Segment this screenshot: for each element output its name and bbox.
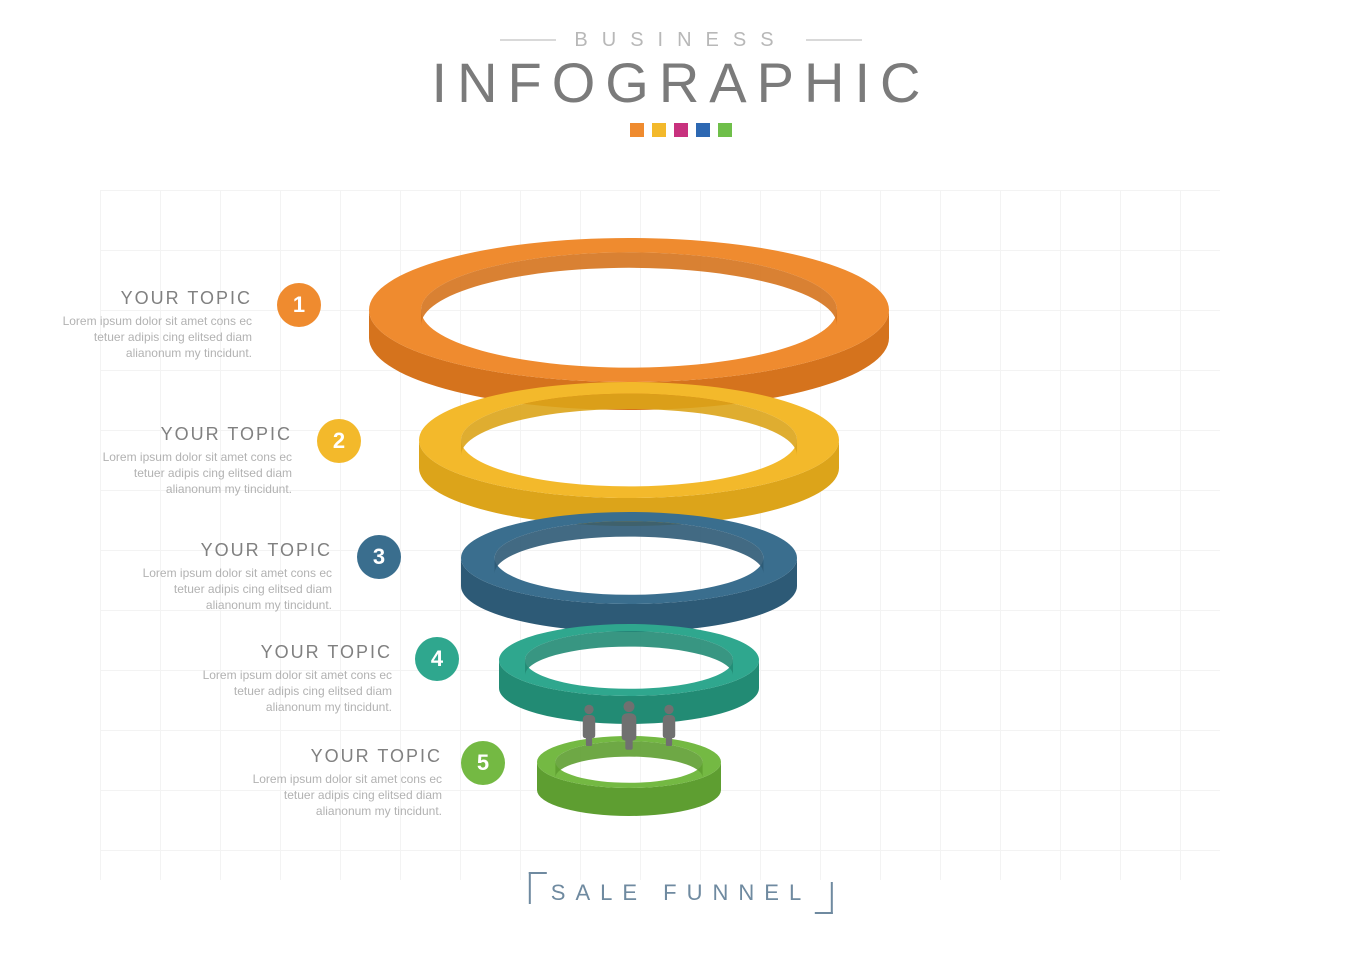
title: INFOGRAPHIC	[0, 50, 1362, 115]
topic-block: YOUR TOPIC Lorem ipsum dolor sit amet co…	[42, 288, 252, 362]
number-badge: 4	[415, 637, 459, 681]
topic-block: YOUR TOPIC Lorem ipsum dolor sit amet co…	[82, 424, 292, 498]
swatch	[652, 123, 666, 137]
topic-title: YOUR TOPIC	[232, 746, 442, 767]
infographic-canvas: BUSINESS INFOGRAPHIC YOUR TOPIC Lorem ip…	[0, 0, 1362, 980]
color-swatches	[0, 123, 1362, 137]
topic-block: YOUR TOPIC Lorem ipsum dolor sit amet co…	[182, 642, 392, 716]
topic-body: Lorem ipsum dolor sit amet cons ec tetue…	[42, 313, 252, 362]
person-icon	[618, 698, 640, 752]
swatch	[718, 123, 732, 137]
number-badge: 5	[461, 741, 505, 785]
number-badge: 1	[277, 283, 321, 327]
person-icon	[660, 702, 679, 748]
topic-body: Lorem ipsum dolor sit amet cons ec tetue…	[122, 565, 332, 614]
people-icons	[578, 698, 680, 752]
number-badge: 2	[317, 419, 361, 463]
topic-block: YOUR TOPIC Lorem ipsum dolor sit amet co…	[122, 540, 332, 614]
topic-body: Lorem ipsum dolor sit amet cons ec tetue…	[82, 449, 292, 498]
topic-title: YOUR TOPIC	[42, 288, 252, 309]
header: BUSINESS INFOGRAPHIC	[0, 28, 1362, 137]
topic-title: YOUR TOPIC	[82, 424, 292, 445]
topic-body: Lorem ipsum dolor sit amet cons ec tetue…	[232, 771, 442, 820]
pretitle: BUSINESS	[500, 29, 861, 52]
footer-label: SALE FUNNEL	[529, 876, 833, 910]
topic-body: Lorem ipsum dolor sit amet cons ec tetue…	[182, 667, 392, 716]
topic-title: YOUR TOPIC	[122, 540, 332, 561]
funnel-ring	[459, 510, 799, 634]
funnel-ring	[417, 380, 841, 528]
swatch	[630, 123, 644, 137]
topic-block: YOUR TOPIC Lorem ipsum dolor sit amet co…	[232, 746, 442, 820]
topic-title: YOUR TOPIC	[182, 642, 392, 663]
swatch	[696, 123, 710, 137]
swatch	[674, 123, 688, 137]
person-icon	[580, 702, 599, 748]
number-badge: 3	[357, 535, 401, 579]
